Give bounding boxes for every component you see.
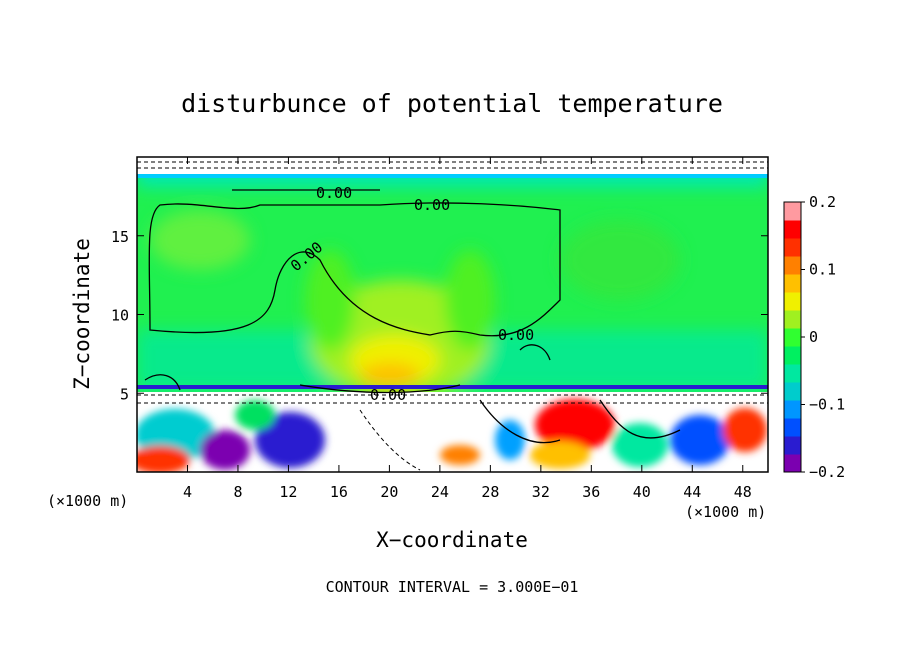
colorbar-swatch [784, 256, 801, 275]
colorbar-label: −0.2 [809, 463, 845, 481]
colorbar-swatch [784, 310, 801, 329]
colorbar-swatch [784, 382, 801, 401]
x-tick-label: 16 [330, 483, 348, 501]
colorbar-label: −0.1 [809, 396, 845, 414]
lower-field-shading [137, 392, 768, 472]
colorbar-swatch [784, 364, 801, 383]
contour-label: 0.00 [370, 386, 406, 404]
y-tick-label: 15 [111, 228, 129, 246]
x-axis-ticks: 4 8 12 16 20 24 28 32 36 40 44 48 [183, 157, 752, 501]
y-tick-label: 10 [111, 307, 129, 325]
colorbar-swatch [784, 418, 801, 437]
colorbar-label: 0 [809, 328, 818, 346]
x-tick-label: 12 [279, 483, 297, 501]
contour-interval-note: CONTOUR INTERVAL = 3.000E−01 [326, 578, 579, 596]
colorbar-swatch [784, 346, 801, 365]
x-tick-label: 32 [532, 483, 550, 501]
x-axis-label: X−coordinate [376, 528, 528, 552]
plot-area [137, 157, 768, 472]
colorbar-swatch [784, 220, 801, 239]
x-tick-label: 44 [683, 483, 701, 501]
x-axis-unit-left: (×1000 m) [47, 492, 128, 510]
colorbar-swatch [784, 328, 801, 347]
colorbar: 0.2 0.1 0 −0.1 −0.2 [783, 193, 845, 481]
y-axis-ticks: 5 10 15 [111, 228, 768, 403]
colorbar-label: 0.2 [809, 193, 836, 211]
x-tick-label: 36 [582, 483, 600, 501]
colorbar-swatch [784, 292, 801, 311]
chart-title: disturbunce of potential temperature [181, 89, 723, 118]
y-axis-label: Z−coordinate [70, 238, 94, 390]
colorbar-swatch [784, 436, 801, 455]
contour-dashed [137, 161, 768, 471]
colorbar-swatch [784, 454, 801, 473]
y-tick-label: 5 [120, 385, 129, 403]
contour-label: 0.00 [316, 184, 352, 202]
colorbar-swatch [784, 202, 801, 221]
colorbar-swatch [784, 238, 801, 257]
colorbar-swatch [784, 400, 801, 419]
x-tick-label: 40 [633, 483, 651, 501]
x-tick-label: 8 [233, 483, 242, 501]
x-tick-label: 48 [734, 483, 752, 501]
colorbar-label: 0.1 [809, 261, 836, 279]
x-axis-unit-right: (×1000 m) [685, 503, 766, 521]
x-tick-label: 24 [431, 483, 449, 501]
contour-lines [144, 189, 681, 444]
x-tick-label: 4 [183, 483, 192, 501]
contour-label: 0.00 [414, 196, 450, 214]
x-tick-label: 28 [481, 483, 499, 501]
colorbar-swatch [784, 274, 801, 293]
contour-label: 0.00 [498, 326, 534, 344]
x-tick-label: 20 [380, 483, 398, 501]
